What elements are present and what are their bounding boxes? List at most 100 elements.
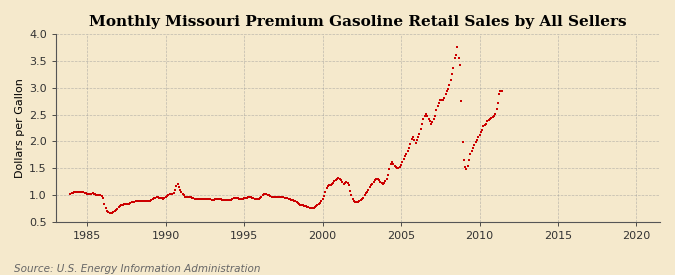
Point: [213, 197, 223, 201]
Point: [404, 146, 414, 150]
Point: [194, 197, 205, 201]
Point: [479, 123, 490, 128]
Point: [148, 196, 159, 200]
Point: [109, 209, 120, 213]
Point: [254, 196, 265, 200]
Point: [444, 83, 455, 87]
Point: [113, 205, 124, 210]
Point: [126, 200, 137, 205]
Point: [406, 136, 417, 141]
Point: [469, 143, 480, 147]
Point: [408, 135, 418, 139]
Point: [426, 122, 437, 127]
Point: [98, 196, 109, 200]
Point: [153, 195, 163, 199]
Point: [483, 118, 494, 122]
Point: [116, 203, 127, 207]
Point: [364, 185, 375, 189]
Point: [338, 182, 349, 186]
Point: [436, 97, 447, 102]
Point: [380, 179, 391, 183]
Point: [472, 138, 483, 142]
Point: [478, 124, 489, 129]
Point: [257, 193, 268, 197]
Point: [433, 101, 444, 105]
Point: [285, 197, 296, 201]
Point: [315, 201, 325, 205]
Point: [290, 199, 300, 204]
Point: [165, 192, 176, 197]
Point: [120, 202, 131, 206]
Point: [344, 183, 354, 188]
Point: [448, 65, 459, 70]
Point: [431, 108, 442, 112]
Point: [312, 203, 323, 207]
Point: [115, 204, 126, 208]
Point: [422, 114, 433, 119]
Point: [369, 179, 379, 184]
Point: [418, 117, 429, 121]
Point: [291, 200, 302, 204]
Point: [452, 45, 463, 50]
Point: [154, 196, 165, 200]
Point: [182, 194, 192, 199]
Point: [146, 198, 157, 202]
Point: [307, 206, 318, 211]
Point: [175, 187, 186, 192]
Point: [381, 177, 392, 181]
Point: [161, 195, 171, 199]
Point: [202, 197, 213, 201]
Point: [190, 197, 201, 201]
Point: [124, 201, 134, 206]
Point: [101, 209, 112, 213]
Point: [214, 197, 225, 201]
Point: [249, 197, 260, 201]
Point: [429, 117, 439, 121]
Point: [328, 180, 339, 185]
Point: [313, 202, 324, 206]
Point: [222, 198, 233, 202]
Point: [183, 194, 194, 199]
Point: [140, 199, 151, 204]
Point: [210, 197, 221, 201]
Point: [421, 111, 431, 116]
Point: [446, 78, 456, 82]
Point: [176, 189, 187, 194]
Point: [92, 193, 103, 197]
Point: [299, 204, 310, 208]
Point: [296, 203, 307, 207]
Point: [142, 199, 153, 204]
Point: [337, 180, 348, 184]
Point: [83, 192, 94, 197]
Point: [398, 156, 409, 161]
Point: [367, 182, 378, 186]
Point: [133, 199, 144, 203]
Point: [164, 192, 175, 197]
Point: [325, 183, 336, 188]
Point: [82, 192, 92, 196]
Point: [487, 115, 498, 119]
Point: [261, 192, 272, 197]
Point: [397, 160, 408, 164]
Point: [168, 191, 179, 195]
Point: [112, 207, 123, 211]
Point: [155, 196, 166, 200]
Point: [277, 194, 288, 199]
Point: [327, 182, 338, 186]
Point: [473, 135, 484, 139]
Point: [437, 97, 448, 102]
Point: [125, 201, 136, 205]
Point: [228, 196, 239, 200]
Point: [329, 179, 340, 183]
Point: [489, 114, 500, 118]
Point: [167, 192, 178, 196]
Point: [122, 202, 133, 206]
Point: [158, 197, 169, 201]
Point: [128, 200, 138, 204]
Point: [493, 101, 504, 105]
Point: [372, 177, 383, 181]
Point: [377, 182, 388, 186]
Point: [76, 190, 86, 194]
Point: [219, 197, 230, 202]
Point: [243, 195, 254, 199]
